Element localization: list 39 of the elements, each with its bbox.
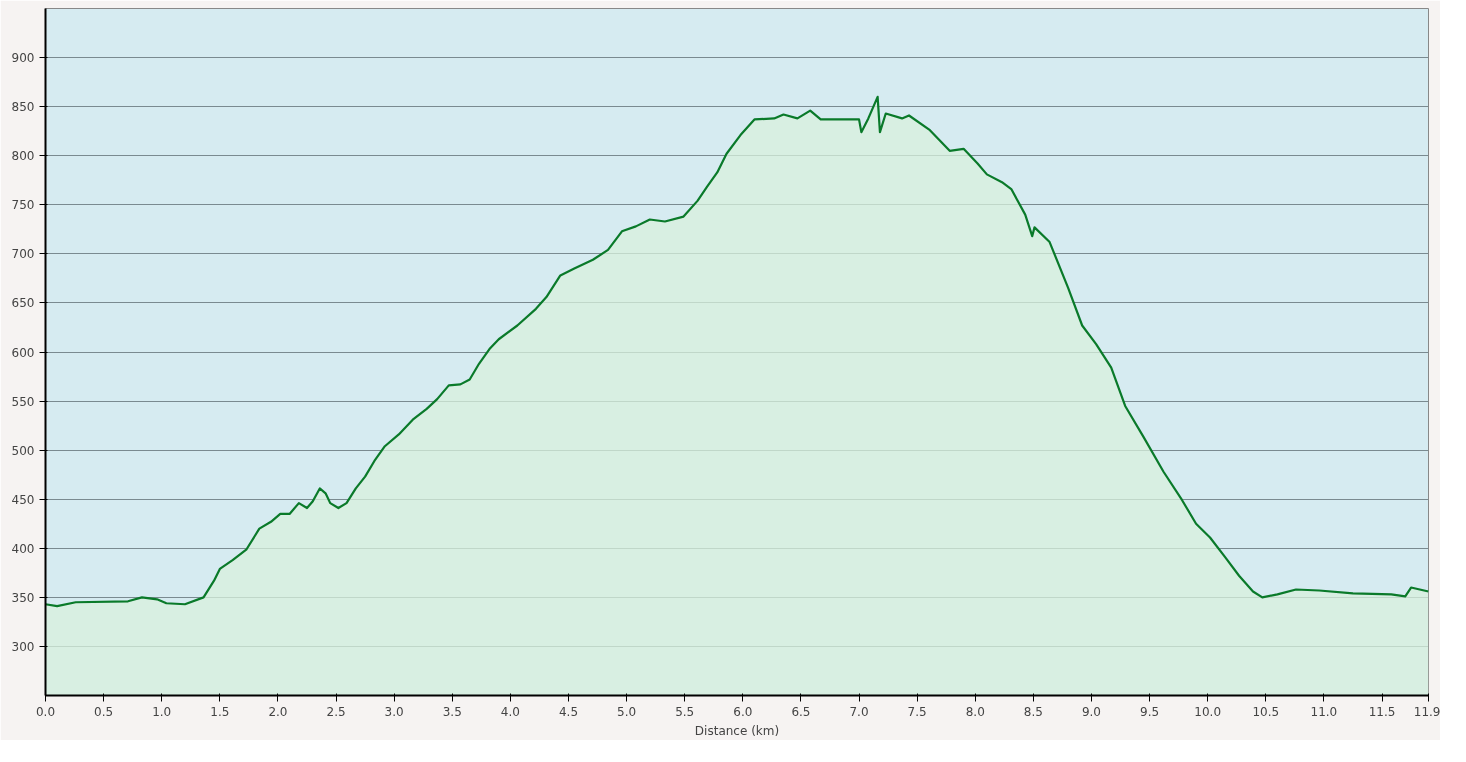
x-tick-label: 4.0: [500, 704, 520, 719]
y-tick-label: 500: [11, 443, 35, 458]
x-tick-label: 0.0: [35, 704, 56, 719]
y-tick-label: 750: [11, 198, 35, 213]
x-tick-label: 5.5: [675, 704, 695, 719]
y-tick-label: 550: [11, 394, 35, 409]
x-tick-label: 8.5: [1023, 704, 1043, 719]
x-tick-label: 7.0: [849, 704, 869, 719]
x-tick-label: 3.0: [384, 704, 404, 719]
y-tick-label: 600: [11, 345, 35, 360]
x-tick-label: 9.5: [1140, 704, 1160, 719]
x-tick-label: 1.0: [152, 704, 172, 719]
y-tick-label: 650: [11, 296, 35, 311]
x-tick-label: 7.5: [907, 704, 927, 719]
x-tick-label: 2.5: [326, 704, 346, 719]
x-tick-label: 10.5: [1252, 704, 1280, 719]
x-tick-label: 6.5: [791, 704, 811, 719]
y-tick-label: 300: [11, 639, 35, 654]
x-tick-label: 6.0: [733, 704, 753, 719]
x-tick-label: 11.0: [1310, 704, 1338, 719]
x-tick-label: 11.9: [1413, 704, 1441, 719]
x-tick-label: 2.0: [268, 704, 288, 719]
y-tick-label: 350: [11, 590, 35, 605]
y-tick-label: 850: [11, 100, 35, 115]
x-tick-label: 4.5: [558, 704, 579, 719]
x-tick-label: 5.0: [617, 704, 637, 719]
x-tick-label: 1.5: [210, 704, 230, 719]
x-tick-label: 11.5: [1368, 704, 1396, 719]
x-tick-label: 8.0: [965, 704, 985, 719]
x-axis-title: Distance (km): [694, 723, 780, 738]
y-tick-label: 800: [11, 149, 35, 164]
x-tick-label: 10.0: [1194, 704, 1222, 719]
y-tick-label: 900: [11, 51, 35, 66]
y-tick-label: 400: [11, 541, 35, 556]
y-tick-label: 450: [11, 492, 35, 507]
x-tick-label: 9.0: [1081, 704, 1102, 719]
x-tick-label: 0.5: [94, 704, 114, 719]
y-tick-label: 700: [11, 247, 35, 262]
x-tick-label: 3.5: [442, 704, 462, 719]
